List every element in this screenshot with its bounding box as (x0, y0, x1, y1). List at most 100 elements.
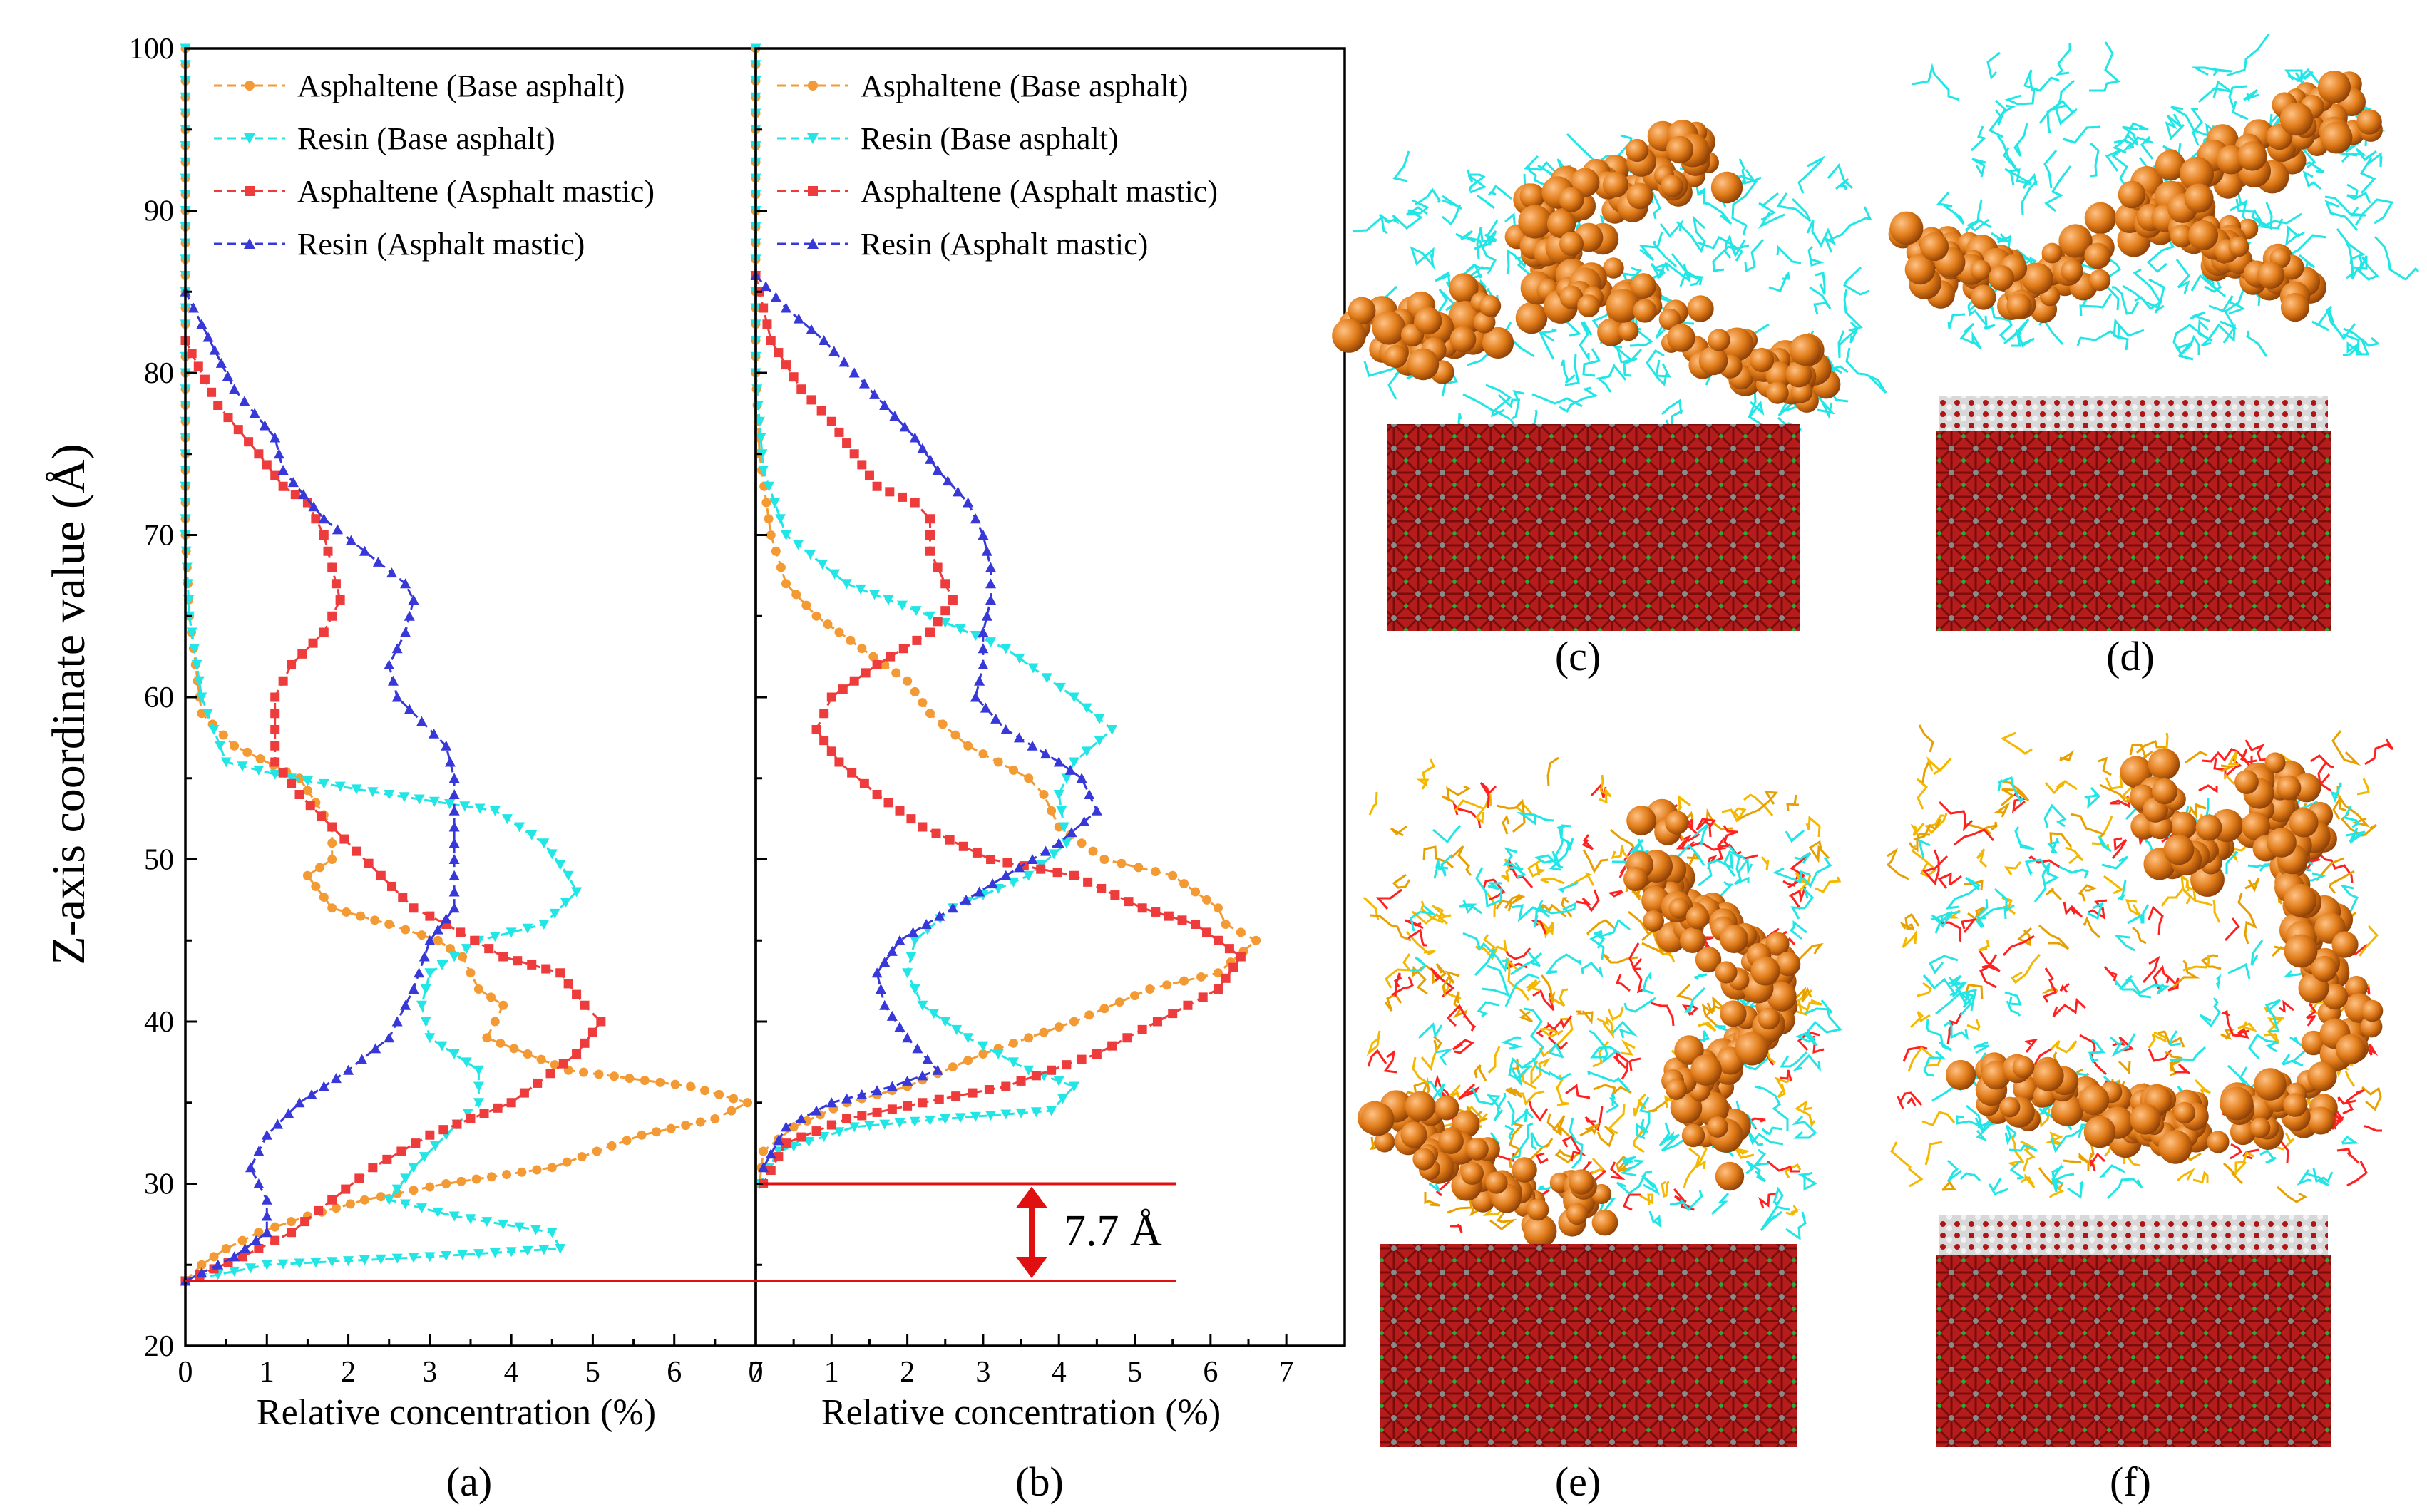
data-point (409, 1186, 419, 1195)
molecule-bond (2106, 1178, 2143, 1200)
data-point (522, 923, 533, 934)
data-point (1145, 984, 1155, 994)
molecule-bond (1509, 862, 1524, 871)
molecule-bond (1540, 878, 1565, 885)
data-point (872, 1107, 882, 1117)
data-point (245, 1263, 256, 1274)
molecule-bond (1520, 1063, 1537, 1090)
data-point (200, 374, 210, 384)
molecule-bond (2113, 318, 2145, 351)
molecule-bond (2148, 1031, 2167, 1049)
molecule-bond (1487, 882, 1502, 890)
atom-sphere (1360, 1102, 1395, 1136)
molecule-bond (1581, 962, 1604, 979)
molecule-bond (1530, 1132, 1544, 1151)
asphaltene-cluster-d (1888, 71, 2383, 324)
data-point (1069, 1017, 1079, 1027)
data-point (727, 1106, 737, 1116)
molecule-bond (1971, 158, 1986, 178)
data-point (826, 1097, 837, 1108)
data-point (594, 1069, 604, 1079)
data-point (940, 1017, 951, 1027)
data-point (1151, 867, 1161, 877)
data-point (498, 1000, 508, 1010)
legend-marker (245, 81, 255, 91)
molecule-bond (1628, 942, 1641, 970)
data-point (899, 421, 910, 432)
data-point (359, 1195, 369, 1205)
data-point (526, 830, 538, 840)
molecule-bond (2259, 1149, 2277, 1164)
y-tick-label: 40 (144, 1006, 174, 1039)
data-point (330, 1073, 342, 1084)
molecule-bond (2020, 1140, 2036, 1172)
molecule-bond (2046, 1131, 2063, 1146)
data-point (420, 1017, 431, 1027)
data-point (209, 344, 220, 355)
asphaltene-cluster-c (1332, 120, 1841, 413)
data-point (1008, 1038, 1018, 1048)
legend-label: Resin (Base asphalt) (297, 121, 555, 156)
molecule-bond (1955, 988, 1972, 1016)
legend-item-a-2: Resin (Base asphalt) (214, 121, 555, 156)
molecule-bond (2070, 813, 2105, 840)
molecule-bond (1611, 845, 1633, 863)
data-point (384, 659, 395, 669)
data-point (311, 514, 321, 524)
data-point (351, 784, 362, 795)
data-point (886, 652, 896, 662)
molecule-bond (2345, 827, 2366, 845)
molecule-bond (2374, 235, 2420, 281)
data-point (391, 691, 403, 702)
molecule-bond (2114, 935, 2135, 952)
molecule-bond (1552, 988, 1569, 1007)
molecule-bond (1797, 1171, 1818, 1191)
molecule-bond (1747, 1131, 1784, 1146)
atom-sphere (1720, 925, 1748, 953)
molecule-bond (1991, 232, 2011, 243)
molecule-bond (1405, 919, 1424, 930)
data-point (596, 1017, 606, 1027)
x-axis-label-b: Relative concentration (%) (821, 1392, 1221, 1433)
data-point (376, 1192, 386, 1202)
data-point (1031, 1071, 1041, 1081)
molecule-bond (1514, 1066, 1530, 1087)
molecule-bond (1720, 880, 1734, 897)
molecule-bond (1621, 267, 1643, 285)
molecule-bond (2050, 1039, 2078, 1054)
data-point (384, 1032, 395, 1043)
data-point (473, 1081, 484, 1092)
molecule-bond (1474, 220, 1499, 250)
molecule-bond (2111, 837, 2128, 859)
atom-sphere (2148, 748, 2180, 781)
data-point (356, 911, 366, 921)
molecule-bond (1661, 1181, 1670, 1198)
molecule-bond (1808, 840, 1830, 863)
data-point (1053, 838, 1064, 848)
molecule-bond (2105, 776, 2123, 790)
data-point (811, 611, 821, 621)
atom-sphere (1785, 361, 1812, 388)
data-point (773, 1146, 784, 1157)
data-point (1191, 920, 1201, 929)
molecule-bond (2118, 1060, 2131, 1074)
data-point (886, 1010, 898, 1021)
molecule-bond (1616, 1170, 1653, 1195)
data-point (1061, 838, 1072, 849)
data-point (237, 761, 248, 772)
atom-sphere (1971, 284, 1996, 310)
data-point (920, 919, 932, 929)
molecule-bond (1978, 950, 2001, 972)
molecule-bond (2224, 917, 2241, 942)
molecule-bond (1393, 972, 1402, 997)
mineral-substrate-e (1380, 1244, 1797, 1447)
data-point (222, 371, 233, 381)
data-point (563, 979, 573, 989)
molecule-bond (1639, 1193, 1653, 1205)
molecule-bond (1412, 1056, 1430, 1085)
molecule-bond (1616, 1156, 1632, 1173)
molecule-bond (1623, 1193, 1641, 1211)
data-point (239, 396, 250, 406)
data-point (681, 1121, 691, 1131)
molecule-bond (2284, 69, 2303, 85)
